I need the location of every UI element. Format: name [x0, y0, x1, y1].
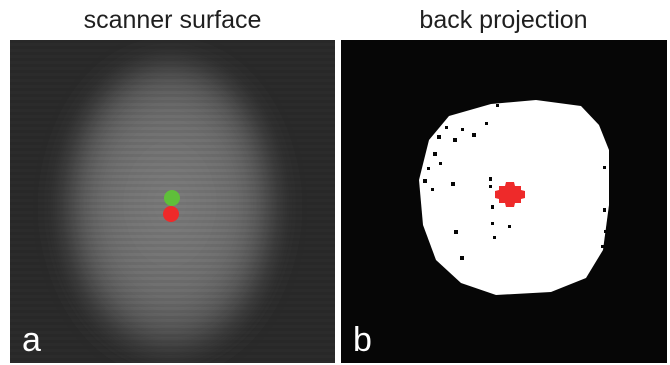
- red-marker: [495, 182, 525, 207]
- back-projection-image: b: [341, 40, 667, 363]
- panel-a-title: scanner surface: [83, 6, 262, 34]
- red-marker: [163, 206, 179, 222]
- panel-label-a: a: [22, 321, 41, 359]
- scanner-surface-image: a: [10, 40, 335, 363]
- panel-label-b: b: [353, 321, 372, 359]
- noise-specks: [423, 104, 607, 260]
- panel-b-title: back projection: [419, 6, 588, 34]
- back-projection-svg: [341, 40, 667, 363]
- green-marker: [164, 190, 180, 206]
- scanner-surface-svg: [10, 40, 335, 363]
